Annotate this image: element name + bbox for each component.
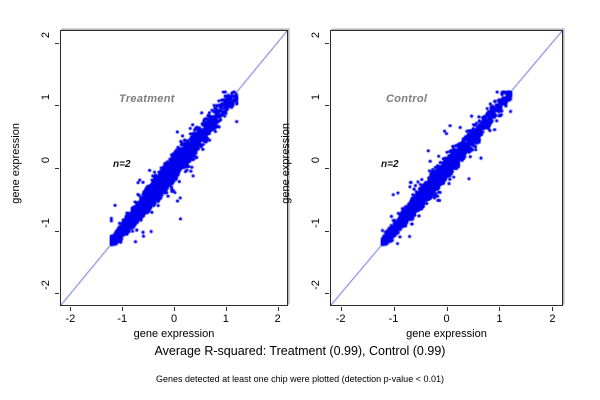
y-axis-tick — [325, 230, 329, 232]
x-axis-tick — [340, 307, 342, 311]
caption-detection-note: Genes detected at least one chip were pl… — [156, 374, 444, 384]
scatter-panel-control: Control n=2 -2 -1 0 1 2 -2 -1 0 1 2 gene expressio… — [280, 30, 563, 340]
x-axis-title: gene expression — [406, 328, 487, 340]
y-axis-tick-label: -2 — [40, 280, 52, 291]
x-axis-tick-label: 0 — [170, 313, 178, 325]
y-axis-tick-label: 0 — [40, 156, 52, 164]
x-axis-tick — [552, 307, 554, 311]
x-axis-tick — [70, 307, 72, 311]
x-axis-tick — [446, 307, 448, 311]
x-axis-tick-label: -2 — [335, 313, 346, 325]
y-axis-tick-label: -2 — [310, 280, 322, 291]
y-axis-tick-label: 1 — [40, 94, 52, 101]
y-axis-tick-label: 2 — [40, 31, 52, 38]
replicate-annotation-treatment: n=2 — [113, 159, 131, 170]
y-axis-tick — [325, 168, 329, 169]
x-axis-tick — [122, 307, 124, 311]
x-axis-tick-label: 1 — [222, 313, 229, 325]
y-axis-tick — [55, 42, 59, 44]
x-axis-tick-label: -2 — [65, 313, 76, 325]
y-axis-tick-label: 2 — [310, 31, 322, 38]
y-axis-tick-label: -1 — [310, 217, 322, 228]
x-axis-tick — [277, 307, 279, 311]
series-label-treatment: Treatment — [119, 93, 175, 105]
series-label-control: Control — [386, 93, 428, 105]
y-axis-tick — [325, 105, 329, 107]
y-axis-tick — [55, 293, 59, 295]
y-axis-tick — [55, 168, 59, 169]
plot-box-control: Control n=2 — [330, 30, 563, 306]
x-axis-tick — [499, 307, 501, 311]
x-axis-tick-label: -1 — [388, 313, 399, 325]
x-axis-tick — [393, 307, 395, 311]
x-axis-tick-label: 2 — [274, 313, 281, 325]
y-axis-tick-label: -1 — [40, 217, 52, 228]
scatter-panel-treatment: Treatment n=2 -2 -1 0 1 2 -2 -1 0 1 2 gene express… — [10, 30, 288, 340]
plot-box-treatment: Treatment n=2 — [60, 30, 288, 306]
replicate-annotation-control: n=2 — [381, 159, 399, 170]
x-axis-tick-label: 0 — [443, 313, 450, 325]
y-axis-tick — [325, 293, 329, 295]
y-axis-tick-label: 0 — [310, 156, 322, 164]
y-axis-title: gene expression — [280, 123, 292, 204]
y-axis-title: gene expression — [10, 123, 22, 204]
x-axis-tick-label: 2 — [549, 313, 556, 325]
y-axis-tick — [55, 230, 59, 232]
x-axis-tick — [225, 307, 227, 311]
x-axis-title: gene expression — [133, 328, 215, 340]
caption-average-r-squared: Average R-squared: Treatment (0.99), Con… — [154, 344, 446, 358]
y-axis-tick — [325, 42, 329, 44]
y-axis-tick-label: 1 — [310, 94, 322, 101]
scatter-canvas-treatment — [61, 31, 287, 305]
x-axis-tick-label: -1 — [117, 313, 128, 325]
scatter-canvas-control — [331, 31, 562, 305]
y-axis-tick — [55, 105, 59, 107]
x-axis-tick-label: 1 — [496, 313, 503, 325]
x-axis-tick — [174, 307, 175, 311]
